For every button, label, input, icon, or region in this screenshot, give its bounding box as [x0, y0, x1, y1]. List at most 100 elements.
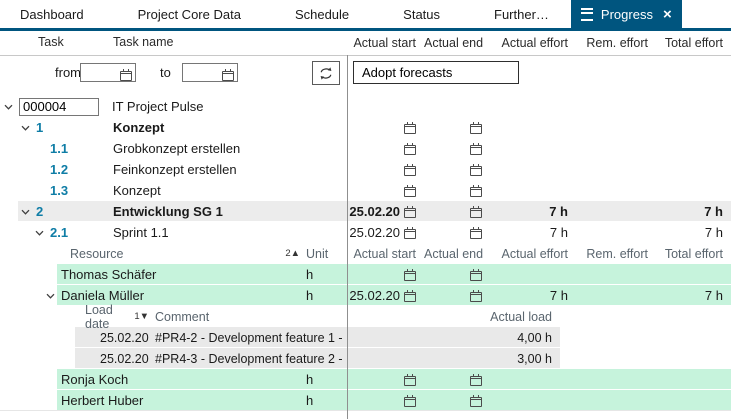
chevron-down-icon[interactable]: [21, 125, 30, 131]
close-icon[interactable]: ×: [663, 7, 672, 22]
project-root-row[interactable]: IT Project Pulse: [0, 96, 731, 117]
column-actual-end[interactable]: Actual end: [424, 247, 490, 261]
column-total-effort[interactable]: Total effort: [656, 36, 731, 50]
calendar-icon[interactable]: [470, 271, 482, 281]
calendar-icon[interactable]: [404, 166, 416, 176]
column-actual-effort[interactable]: Actual effort: [490, 247, 576, 261]
actual-start-value: 25.02.20: [349, 288, 400, 303]
unit-value: h: [306, 393, 348, 408]
column-actual-start[interactable]: Actual start: [348, 36, 424, 50]
resource-row[interactable]: Herbert Huber h: [0, 390, 731, 411]
calendar-icon[interactable]: [404, 145, 416, 155]
chevron-down-icon[interactable]: [4, 104, 13, 110]
task-row-1-2[interactable]: 1.2 Feinkonzept erstellen: [0, 159, 731, 180]
task-name: Sprint 1.1: [113, 225, 348, 240]
resource-name: Ronja Koch: [61, 372, 306, 387]
adopt-forecasts-button[interactable]: Adopt forecasts: [353, 61, 519, 84]
resource-name: Herbert Huber: [61, 393, 306, 408]
task-name: Konzept: [113, 183, 348, 198]
filter-row: from to Adopt forecasts: [0, 56, 731, 90]
task-name: Entwicklung SG 1: [113, 204, 348, 219]
calendar-icon[interactable]: [470, 397, 482, 407]
tab-dashboard[interactable]: Dashboard: [20, 7, 84, 22]
tab-status[interactable]: Status: [403, 7, 440, 22]
calendar-icon[interactable]: [404, 271, 416, 281]
calendar-icon[interactable]: [222, 71, 234, 81]
total-effort-value: 7 h: [656, 225, 731, 240]
calendar-icon[interactable]: [470, 187, 482, 197]
load-date-value: 25.02.20: [100, 331, 155, 345]
load-row[interactable]: 25.02.20 #PR4-3 - Development feature 2 …: [0, 348, 731, 369]
column-actual-effort[interactable]: Actual effort: [490, 36, 576, 50]
calendar-icon[interactable]: [470, 292, 482, 302]
refresh-button[interactable]: [312, 61, 340, 85]
calendar-icon[interactable]: [404, 124, 416, 134]
column-comment[interactable]: Comment: [155, 310, 415, 324]
refresh-icon: [318, 67, 334, 80]
calendar-icon[interactable]: [470, 166, 482, 176]
task-number: 1: [36, 120, 113, 135]
sort-indicator-asc: 2▲: [285, 248, 300, 259]
calendar-icon[interactable]: [404, 376, 416, 386]
column-rem-effort[interactable]: Rem. effort: [576, 36, 656, 50]
column-load-date[interactable]: Load date: [85, 303, 130, 331]
load-row[interactable]: 25.02.20 #PR4-2 - Development feature 1 …: [0, 327, 731, 348]
calendar-icon[interactable]: [470, 124, 482, 134]
task-row-2[interactable]: 2 Entwicklung SG 1 25.02.20 7 h 7 h: [0, 201, 731, 222]
calendar-icon[interactable]: [404, 397, 416, 407]
actual-load-value: 4,00 h: [415, 331, 552, 345]
unit-value: h: [306, 288, 348, 303]
task-number: 2.1: [50, 225, 113, 240]
calendar-icon[interactable]: [404, 208, 416, 218]
load-comment: #PR4-3 - Development feature 2 -: [155, 352, 415, 366]
chevron-down-icon[interactable]: [46, 293, 55, 299]
task-row-2-1[interactable]: 2.1 Sprint 1.1 25.02.20 7 h 7 h: [0, 222, 731, 243]
task-number: 1.2: [50, 162, 113, 177]
tab-project-core-data[interactable]: Project Core Data: [138, 7, 241, 22]
resource-row[interactable]: Thomas Schäfer h: [0, 264, 731, 285]
task-tree: IT Project Pulse 1 Konzept 1.1: [0, 96, 731, 411]
column-total-effort[interactable]: Total effort: [656, 247, 731, 261]
column-actual-load[interactable]: Actual load: [415, 310, 552, 324]
load-date-value: 25.02.20: [100, 352, 155, 366]
task-name: Feinkonzept erstellen: [113, 162, 348, 177]
tab-schedule[interactable]: Schedule: [295, 7, 349, 22]
task-row-1-1[interactable]: 1.1 Grobkonzept erstellen: [0, 138, 731, 159]
column-header-row: Task Task name Actual start Actual end A…: [0, 31, 731, 56]
calendar-icon[interactable]: [470, 229, 482, 239]
to-date-field[interactable]: [182, 63, 238, 82]
task-row-1[interactable]: 1 Konzept: [0, 117, 731, 138]
column-unit[interactable]: Unit: [306, 247, 348, 261]
calendar-icon[interactable]: [404, 229, 416, 239]
chevron-down-icon[interactable]: [21, 209, 30, 215]
calendar-icon[interactable]: [470, 376, 482, 386]
calendar-icon[interactable]: [404, 292, 416, 302]
calendar-icon[interactable]: [404, 187, 416, 197]
total-effort-value: 7 h: [656, 204, 731, 219]
calendar-icon[interactable]: [470, 145, 482, 155]
project-id-input[interactable]: [19, 98, 99, 116]
column-task-name[interactable]: Task name: [113, 35, 173, 49]
calendar-icon[interactable]: [120, 71, 132, 81]
chevron-down-icon[interactable]: [35, 230, 44, 236]
resource-name: Thomas Schäfer: [61, 267, 306, 282]
column-resource[interactable]: Resource: [70, 247, 285, 261]
unit-value: h: [306, 267, 348, 282]
project-name: IT Project Pulse: [112, 99, 348, 114]
tab-further[interactable]: Further…: [494, 7, 549, 22]
tab-progress[interactable]: Progress ×: [571, 0, 682, 28]
column-actual-start[interactable]: Actual start: [348, 247, 424, 261]
actual-effort-value: 7 h: [490, 204, 576, 219]
progress-view: Dashboard Project Core Data Schedule Sta…: [0, 0, 731, 419]
column-rem-effort[interactable]: Rem. effort: [576, 247, 656, 261]
actual-effort-value: 7 h: [490, 288, 576, 303]
task-row-1-3[interactable]: 1.3 Konzept: [0, 180, 731, 201]
task-number: 1.1: [50, 141, 113, 156]
calendar-icon[interactable]: [470, 208, 482, 218]
from-label: from: [55, 65, 81, 80]
from-date-field[interactable]: [80, 63, 136, 82]
load-comment: #PR4-2 - Development feature 1 -: [155, 331, 415, 345]
column-actual-end[interactable]: Actual end: [424, 36, 490, 50]
resource-row[interactable]: Ronja Koch h: [0, 369, 731, 390]
column-task[interactable]: Task: [38, 35, 64, 49]
